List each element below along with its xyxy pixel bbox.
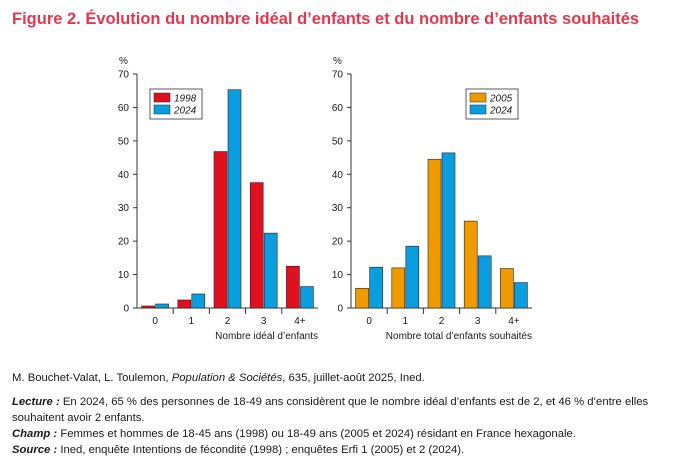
source-note: Source : Ined, enquête Intentions de féc… (12, 442, 684, 458)
chart1-x-tick-label: 4+ (294, 316, 306, 327)
chart1-legend-label-2024: 2024 (173, 106, 197, 117)
chart2-bar-2005-3 (463, 220, 478, 309)
chart1-legend-label-1998: 1998 (174, 94, 197, 105)
chart1-xlabel: Nombre idéal d’enfants (215, 331, 318, 342)
chart2-legend-swatch-2024 (469, 104, 487, 115)
chart1-y-tick-label: 0 (123, 304, 129, 315)
chart1-x-tick-label: 2 (225, 316, 231, 327)
chart2-y-tick-label: 50 (332, 136, 344, 147)
chart2-bar-2024-0 (369, 266, 383, 309)
chart1-bar-2024-0 (155, 303, 169, 309)
chart2-y-tick-label: 70 (332, 70, 344, 81)
chart2-y-tick-label: 10 (332, 270, 344, 281)
chart1-bar-1998-4+ (286, 265, 300, 309)
chart1-bar-2024-2 (227, 89, 242, 309)
chart2-bar-2005-0 (355, 287, 369, 309)
chart2-xlabel: Nombre total d’enfants souhaités (386, 331, 532, 342)
chart2-legend-label-2024: 2024 (489, 106, 513, 117)
citation-journal: Population & Sociétés (171, 372, 283, 384)
chart2-bar-2024-2 (441, 152, 456, 309)
chart2-bar-2024-3 (477, 255, 492, 309)
chart1-bar-1998-0 (141, 305, 155, 309)
chart2-legend-swatch-2005 (469, 92, 487, 103)
source-text: Ined, enquête Intentions de fécondité (1… (57, 444, 465, 456)
chart1-y-tick-label: 60 (118, 103, 130, 114)
champ-text: Femmes et hommes de 18-45 ans (1998) ou … (57, 428, 576, 440)
chart2-x-tick-label: 1 (403, 316, 409, 327)
chart2-x-tick-label: 3 (475, 316, 481, 327)
citation-details: , 635, juillet-août 2025, Ined. (282, 372, 425, 384)
chart2-y-tick-label: 30 (332, 203, 344, 214)
champ-label: Champ : (12, 428, 58, 440)
chart1-ylabel: % (119, 56, 128, 67)
chart2-bar-2005-2 (427, 158, 442, 309)
lecture-label: Lecture : (12, 396, 60, 408)
chart2-y-tick-label: 0 (337, 304, 343, 315)
chart1-y-tick-label: 50 (118, 136, 130, 147)
champ-note: Champ : Femmes et hommes de 18-45 ans (1… (12, 426, 684, 442)
chart2-legend-label-2005: 2005 (489, 94, 513, 105)
chart2-ylabel: % (333, 56, 342, 67)
chart1-legend-swatch-2024 (153, 104, 171, 115)
chart1-bar-1998-1 (177, 299, 192, 309)
notes: Lecture : En 2024, 65 % des personnes de… (12, 394, 684, 458)
chart1-x-tick-label: 0 (152, 316, 158, 327)
lecture-note: Lecture : En 2024, 65 % des personnes de… (12, 394, 684, 426)
chart1-bar-2024-3 (263, 232, 278, 309)
figure-title: Figure 2. Évolution du nombre idéal d’en… (12, 10, 640, 28)
chart2-bar-2024-4+ (514, 282, 528, 309)
chart2-bar-2005-4+ (500, 268, 514, 309)
chart1-y-tick-label: 10 (118, 270, 130, 281)
chart1-x-tick-label: 3 (261, 316, 267, 327)
chart1-bar-2024-4+ (300, 286, 314, 309)
chart1-bar-1998-2 (213, 151, 228, 309)
chart1-bar-2024-1 (191, 293, 206, 309)
lecture-text: En 2024, 65 % des personnes de 18-49 ans… (12, 396, 649, 424)
citation-authors: M. Bouchet-Valat, L. Toulemon, (12, 372, 172, 384)
chart2-x-tick-label: 0 (366, 316, 372, 327)
chart1-bar-1998-3 (249, 182, 264, 309)
chart1-y-tick-label: 40 (118, 170, 130, 181)
chart2-x-tick-label: 2 (439, 316, 445, 327)
chart1-legend-swatch-1998 (153, 92, 171, 103)
chart1-y-tick-label: 20 (118, 237, 130, 248)
chart2-bar-2024-1 (405, 245, 420, 309)
citation: M. Bouchet-Valat, L. Toulemon, Populatio… (12, 370, 684, 386)
source-label: Source : (12, 444, 58, 456)
chart2-y-tick-label: 20 (332, 237, 344, 248)
chart2-x-tick-label: 4+ (508, 316, 520, 327)
chart2-y-tick-label: 40 (332, 170, 344, 181)
chart1-y-tick-label: 70 (118, 70, 130, 81)
chart2-bar-2005-1 (391, 267, 406, 309)
chart1-y-tick-label: 30 (118, 203, 130, 214)
chart1-x-tick-label: 1 (189, 316, 195, 327)
chart2-y-tick-label: 60 (332, 103, 344, 114)
